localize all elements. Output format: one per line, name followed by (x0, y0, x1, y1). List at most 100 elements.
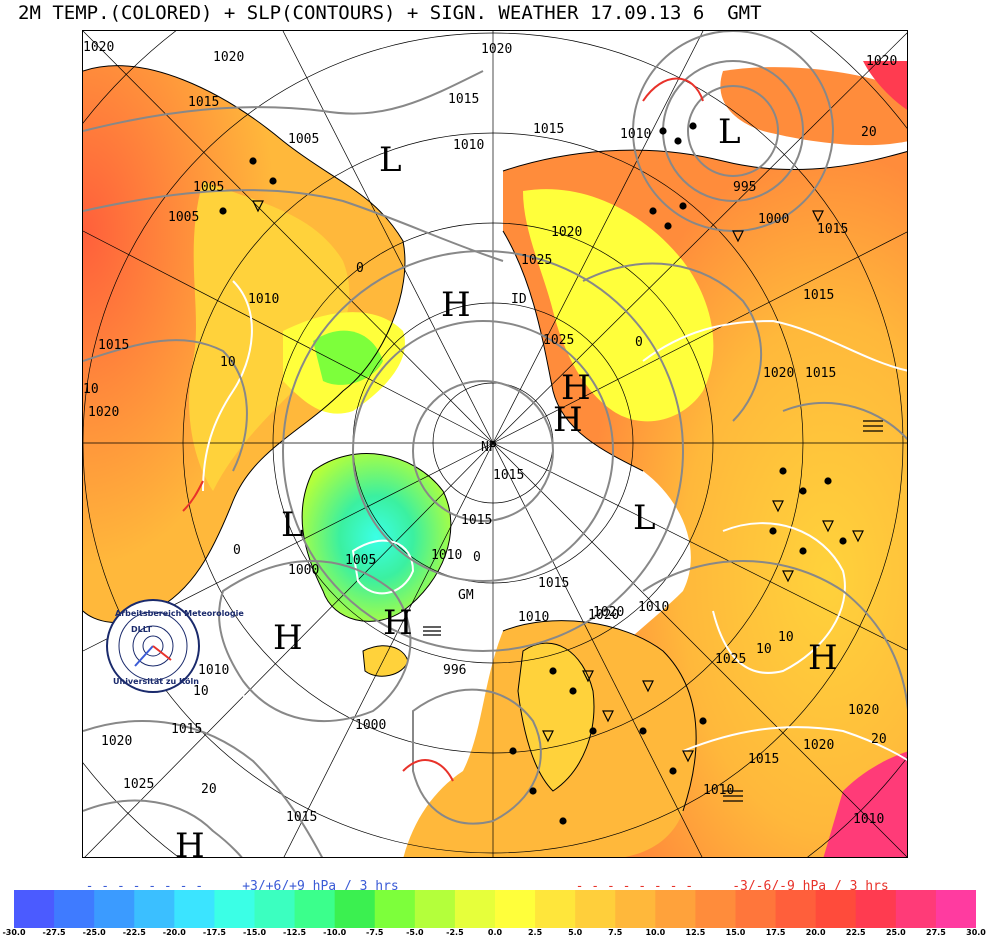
hot-corner-se (823, 751, 907, 857)
pressure-label: 1010 (638, 600, 669, 615)
colorbar-swatch (334, 890, 376, 928)
temperature-label: 0 (233, 543, 241, 558)
high-centre: H (561, 368, 591, 408)
temperature-label: 20 (201, 782, 217, 797)
colorbar-swatch (254, 890, 296, 928)
colorbar-tick: 17.5 (765, 928, 786, 937)
iceland-land (363, 645, 408, 677)
colorbar-swatch (14, 890, 55, 928)
isobars (83, 31, 907, 857)
colorbar-swatch (775, 890, 817, 928)
chart-title: 2M TEMP.(COLORED) + SLP(CONTOURS) + SIGN… (18, 2, 762, 24)
colorbar-swatch (815, 890, 857, 928)
pressure-label: 1015 (286, 810, 317, 825)
coastlines (83, 65, 907, 812)
institute-logo: DLLT Arbeitsbereich Meteorologie Univers… (106, 599, 244, 693)
temperature-label: 10 (83, 382, 99, 397)
pressure-label: 1010 (703, 783, 734, 798)
colorbar-swatch (695, 890, 736, 928)
colorbar-swatch (214, 890, 255, 928)
pressure-centres: H L H L H H L H H L H (175, 112, 838, 858)
colorbar-swatch (535, 890, 576, 928)
colorbar-swatch (174, 890, 215, 928)
low-centre: L (718, 112, 741, 152)
colorbar-tick: 22.5 (845, 928, 866, 937)
logo-line1: Arbeitsbereich Meteorologie (115, 609, 244, 618)
pressure-label: 1015 (188, 95, 219, 110)
map-canvas: DLLT Arbeitsbereich Meteorologie Univers… (83, 31, 907, 858)
pressure-label: 1010 (248, 292, 279, 307)
high-centre: H (441, 285, 471, 325)
pressure-label: 1020 (213, 50, 244, 65)
pressure-label: 1020 (803, 738, 834, 753)
pressure-label: 1010 (518, 610, 549, 625)
pressure-label: 1020 (588, 608, 619, 623)
colorbar-swatch (454, 890, 496, 928)
pressure-label: 1000 (288, 563, 319, 578)
colorbar-swatch (655, 890, 696, 928)
weather-map: DLLT Arbeitsbereich Meteorologie Univers… (82, 30, 908, 858)
pressure-label: 1015 (533, 122, 564, 137)
colorbar-tick: -5.0 (406, 928, 424, 937)
high-centre: H (175, 826, 205, 858)
colorbar-swatch (495, 890, 536, 928)
colorbar-tick: 27.5 (926, 928, 946, 937)
temperature-label: 0 (635, 335, 643, 350)
colorbar-swatch (895, 890, 937, 928)
colorbar-swatch (134, 890, 175, 928)
pressure-label: 1020 (101, 734, 132, 749)
logo-letters: DLLT (131, 625, 153, 634)
pressure-label: 1010 (453, 138, 484, 153)
temperature-colorbar (14, 890, 976, 928)
colorbar-tick: 10.0 (645, 928, 666, 937)
colorbar-tick: -12.5 (283, 928, 307, 937)
pressure-labels: 1020 1015 1005 1015 1020 1010 1015 995 1… (83, 40, 897, 827)
colorbar-tick-labels: -30.0 -27.5 -25.0 -22.5 -20.0 -17.5 -15.0 -12.5… (0, 928, 990, 941)
colorbar-swatch (855, 890, 897, 928)
pressure-label: 1025 (543, 333, 574, 348)
pressure-label: 1000 (355, 718, 386, 733)
temperature-label: 10 (778, 630, 794, 645)
pressure-label: 1010 (431, 548, 462, 563)
pressure-label: 1015 (817, 222, 848, 237)
colorbar-tick: 12.5 (685, 928, 706, 937)
colorbar-tick: 5.0 (568, 928, 583, 937)
colorbar-swatch (575, 890, 616, 928)
colorbar-tick: 15.0 (725, 928, 746, 937)
pressure-label: 1020 (763, 366, 794, 381)
colorbar-tick: -22.5 (122, 928, 146, 937)
scandinavia-land (518, 643, 594, 791)
high-centre: H (808, 638, 838, 678)
pressure-label: 1025 (123, 777, 154, 792)
pressure-label: 996 (443, 663, 466, 678)
hot-corner-ne (863, 61, 907, 110)
high-centre: H (553, 400, 583, 440)
pressure-label: 1010 (620, 127, 651, 142)
pressure-label: 1015 (448, 92, 479, 107)
colorbar-tick: -30.0 (2, 928, 26, 937)
pressure-label: 1015 (803, 288, 834, 303)
colorbar-swatch (54, 890, 95, 928)
pressure-label: 1020 (593, 605, 624, 620)
pressure-label: 1000 (758, 212, 789, 227)
pressure-label: 1025 (521, 253, 552, 268)
pressure-label: 1015 (805, 366, 836, 381)
colorbar-swatch (414, 890, 456, 928)
temperature-label: 0 (356, 261, 364, 276)
colorbar-tick: 0.0 (487, 928, 503, 937)
pressure-label: 1020 (83, 40, 114, 55)
colorbar-swatch (735, 890, 777, 928)
colorbar-swatch (294, 890, 336, 928)
colorbar-swatch (374, 890, 416, 928)
pressure-label: 1020 (848, 703, 879, 718)
colorbar-tick: 25.0 (885, 928, 906, 937)
alaska-land (720, 67, 907, 146)
pressure-label: 1005 (345, 553, 376, 568)
pressure-label: 1005 (168, 210, 199, 225)
colorbar-tick: 30.0 (966, 928, 986, 937)
logo-line2: Universität zu Köln (113, 677, 199, 686)
tendency-markers (182, 77, 704, 782)
temperature-label: 20 (861, 125, 877, 140)
colorbar-swatch (935, 890, 976, 928)
low-centre: L (281, 505, 304, 545)
